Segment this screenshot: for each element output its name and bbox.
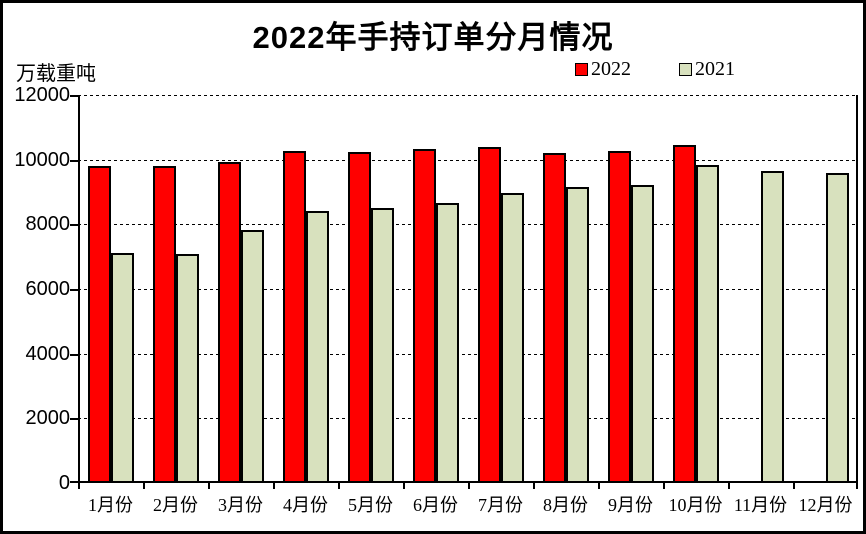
x-axis-tick xyxy=(598,483,600,489)
bar-2021-8月份 xyxy=(565,187,589,483)
bar-2022-6月份 xyxy=(413,149,436,483)
y-axis-tick xyxy=(70,418,78,421)
x-axis-tick xyxy=(338,483,340,489)
y-tick-label-2000: 2000 xyxy=(25,407,71,430)
y-axis-tick xyxy=(70,289,78,291)
y-axis-tick xyxy=(70,95,78,97)
x-axis-tick xyxy=(663,483,665,489)
x-axis-tick xyxy=(468,483,470,489)
y-tick-label-6000: 6000 xyxy=(25,278,71,300)
x-tick-label-12月份: 12月份 xyxy=(798,495,853,515)
bar-2022-1月份 xyxy=(88,166,111,483)
bar-2022-8月份 xyxy=(543,153,566,483)
y-axis-tick xyxy=(70,353,78,356)
bar-2021-5月份 xyxy=(370,208,394,483)
bar-2022-7月份 xyxy=(478,147,501,483)
bar-2022-4月份 xyxy=(283,151,306,483)
x-axis-tick xyxy=(533,483,535,489)
legend-item-2022: 2022 xyxy=(575,58,631,80)
y-axis-tick xyxy=(70,159,78,162)
plot-area xyxy=(70,95,858,489)
bar-2021-3月份 xyxy=(240,230,264,483)
x-tick-label-2月份: 2月份 xyxy=(153,495,198,515)
gridline-4000 xyxy=(78,353,858,355)
bar-2021-12月份 xyxy=(825,173,849,483)
x-tick-label-10月份: 10月份 xyxy=(668,495,723,515)
y-axis-tick xyxy=(70,224,78,227)
y-axis-unit-label: 万载重吨 xyxy=(16,63,96,85)
legend-item-2021: 2021 xyxy=(679,58,735,80)
x-tick-label-7月份: 7月份 xyxy=(478,495,523,515)
bar-2022-9月份 xyxy=(608,151,631,483)
x-tick-label-4月份: 4月份 xyxy=(283,495,328,515)
bar-2021-7月份 xyxy=(500,193,524,483)
x-axis-tick-labels: 1月份 2月份 3月份 4月份 5月份 6月份 7月份 8月份 9月份 10月份 11月份 12月份 xyxy=(0,493,866,519)
legend: 2022 2021 xyxy=(575,58,735,80)
chart-title: 2022年手持订单分月情况 xyxy=(252,20,614,55)
bar-2021-4月份 xyxy=(305,211,329,483)
bar-2021-10月份 xyxy=(695,165,719,483)
x-axis-tick xyxy=(856,483,858,489)
x-axis-tick xyxy=(78,483,80,489)
legend-label-2021: 2021 xyxy=(695,58,735,80)
gridline-12000 xyxy=(78,95,858,96)
legend-label-2022: 2022 xyxy=(591,58,631,80)
x-tick-label-3月份: 3月份 xyxy=(218,495,263,515)
gridline-6000 xyxy=(78,289,858,290)
x-tick-label-11月份: 11月份 xyxy=(733,495,788,515)
x-axis-tick xyxy=(208,483,210,489)
y-tick-label-8000: 8000 xyxy=(25,213,71,236)
y-tick-label-12000: 12000 xyxy=(14,84,70,106)
gridline-10000 xyxy=(78,159,858,161)
legend-swatch-2022 xyxy=(575,62,588,76)
bar-2021-2月份 xyxy=(175,254,199,483)
x-tick-label-8月份: 8月份 xyxy=(543,495,588,515)
x-tick-label-1月份: 1月份 xyxy=(88,495,133,515)
x-axis-tick xyxy=(728,483,730,489)
bar-2021-11月份 xyxy=(760,171,784,483)
x-tick-label-9月份: 9月份 xyxy=(608,495,653,515)
bar-2022-2月份 xyxy=(153,166,176,483)
bar-2022-5月份 xyxy=(348,152,371,483)
y-axis-tick xyxy=(70,481,78,483)
y-tick-label-4000: 4000 xyxy=(25,342,71,365)
gridline-2000 xyxy=(78,418,858,420)
x-axis-line xyxy=(78,481,858,483)
x-axis-tick xyxy=(143,483,145,489)
bar-2021-9月份 xyxy=(630,185,654,483)
bar-2022-10月份 xyxy=(673,145,696,483)
gridline-8000 xyxy=(78,224,858,226)
y-tick-label-10000: 10000 xyxy=(14,148,70,171)
bar-2021-1月份 xyxy=(110,253,134,483)
x-tick-label-6月份: 6月份 xyxy=(413,495,458,515)
bar-2022-3月份 xyxy=(218,162,241,483)
y-tick-label-0: 0 xyxy=(58,472,70,494)
legend-swatch-2021 xyxy=(679,62,692,76)
x-axis-tick xyxy=(403,483,405,489)
x-tick-label-5月份: 5月份 xyxy=(348,495,393,515)
x-axis-tick xyxy=(793,483,795,489)
bar-2021-6月份 xyxy=(435,203,459,483)
x-axis-tick xyxy=(273,483,275,489)
